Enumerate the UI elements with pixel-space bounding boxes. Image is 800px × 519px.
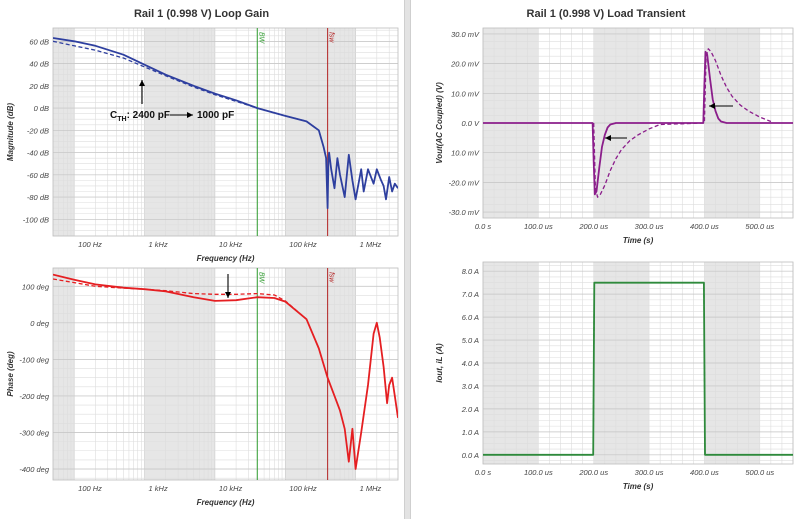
vout-ytick-label: 10.0 mV bbox=[451, 89, 480, 98]
phase-frame bbox=[52, 267, 399, 481]
load-transient-title: Rail 1 (0.998 V) Load Transient bbox=[526, 8, 686, 20]
iout-ytick-label: 5.0 A bbox=[462, 336, 479, 345]
bw-marker-label: BW bbox=[257, 32, 264, 45]
iout-chart: 8.0 A 7.0 A 6.0 A 5.0 A 4.0 A 3.0 A 2.0 A 1.0 A… bbox=[435, 261, 794, 491]
phase-chart: BW fsw 100 deg 0 deg -100 deg -200 deg -300 de… bbox=[6, 267, 399, 507]
gain-ylabel: Magnitude (dB) bbox=[6, 103, 15, 162]
phase-xtick-label: 10 kHz bbox=[219, 484, 243, 493]
iout-xtick-label: 0.0 s bbox=[475, 468, 492, 477]
phase-xtick-label: 1 kHz bbox=[149, 484, 168, 493]
gain-series-solid bbox=[53, 37, 398, 210]
gain-ytick-label: -80 dB bbox=[27, 193, 49, 202]
fsw-marker-label: fsw bbox=[328, 272, 335, 283]
iout-xlabel: Time (s) bbox=[623, 482, 654, 491]
iout-ylabel: Iout, iL (A) bbox=[435, 343, 444, 383]
iout-xtick-label: 300.0 us bbox=[635, 468, 664, 477]
gain-xlabel: Frequency (Hz) bbox=[197, 254, 255, 263]
iout-ytick-label: 6.0 A bbox=[462, 313, 479, 322]
phase-ytick-label: -200 deg bbox=[19, 392, 49, 401]
vout-chart: 30.0 mV 20.0 mV 10.0 mV 0.0 V 10.0 mV -20.0 m… bbox=[435, 27, 794, 245]
vout-xtick-label: 400.0 us bbox=[690, 222, 719, 231]
bw-marker-label: BW bbox=[257, 272, 264, 285]
iout-frame bbox=[482, 261, 794, 465]
loop-gain-title: Rail 1 (0.998 V) Loop Gain bbox=[133, 8, 270, 20]
gain-xtick-label: 100 Hz bbox=[78, 240, 102, 249]
gain-xtick-label: 1 kHz bbox=[149, 240, 168, 249]
vout-ytick-label: 10.0 mV bbox=[451, 149, 480, 158]
vout-series-solid bbox=[483, 50, 793, 196]
panel-divider[interactable] bbox=[404, 0, 411, 519]
gain-frame bbox=[52, 27, 399, 237]
iout-series-dashed bbox=[483, 282, 793, 456]
vout-xtick-label: 100.0 us bbox=[524, 222, 553, 231]
phase-xtick-label: 100 Hz bbox=[78, 484, 102, 493]
iout-ytick-label: 0.0 A bbox=[462, 451, 479, 460]
phase-series-dashed bbox=[53, 278, 320, 349]
iout-ytick-label: 1.0 A bbox=[462, 428, 479, 437]
vout-ylabel: Vout(AC Coupled) (V) bbox=[435, 82, 444, 164]
iout-xtick-label: 500.0 us bbox=[745, 468, 774, 477]
phase-ytick-label: 0 deg bbox=[30, 319, 50, 328]
phase-ytick-label: -100 deg bbox=[19, 355, 49, 364]
vout-ytick-label: -20.0 mV bbox=[449, 178, 480, 187]
vout-overshoot-arrow bbox=[709, 103, 733, 109]
iout-xtick-label: 100.0 us bbox=[524, 468, 553, 477]
cth-new-value: 1000 pF bbox=[197, 110, 234, 121]
load-transient-panel: Rail 1 (0.998 V) Load Transient bbox=[412, 0, 800, 519]
phase-ytick-label: 100 deg bbox=[22, 282, 50, 291]
gain-chart: BW fsw 60 dB 40 dB 20 dB 0 dB -20 dB -40 dB -60 … bbox=[6, 27, 399, 263]
gain-ytick-label: 0 dB bbox=[34, 104, 49, 113]
gain-xtick-label: 1 MHz bbox=[360, 240, 382, 249]
gain-ytick-label: 60 dB bbox=[29, 37, 49, 46]
phase-band bbox=[144, 268, 215, 480]
iout-ytick-label: 3.0 A bbox=[462, 382, 479, 391]
vout-ytick-label: 0.0 V bbox=[461, 119, 480, 128]
vout-xtick-label: 0.0 s bbox=[475, 222, 492, 231]
iout-xtick-label: 400.0 us bbox=[690, 468, 719, 477]
phase-xlabel: Frequency (Hz) bbox=[197, 498, 255, 507]
gain-ytick-label: 20 dB bbox=[28, 82, 49, 91]
gain-xtick-label: 10 kHz bbox=[219, 240, 243, 249]
gain-ytick-label: -20 dB bbox=[27, 126, 49, 135]
vout-xtick-label: 500.0 us bbox=[745, 222, 774, 231]
iout-ytick-label: 8.0 A bbox=[462, 267, 479, 276]
gain-ytick-label: 40 dB bbox=[29, 60, 49, 69]
vout-ytick-label: -30.0 mV bbox=[449, 208, 480, 217]
gain-ytick-label: -40 dB bbox=[27, 149, 49, 158]
phase-ylabel: Phase (deg) bbox=[6, 351, 15, 397]
gain-ytick-label: -60 dB bbox=[27, 171, 49, 180]
vout-ytick-label: 30.0 mV bbox=[451, 30, 480, 39]
phase-series-solid bbox=[53, 273, 398, 470]
phase-ytick-label: -300 deg bbox=[19, 428, 49, 437]
gain-xtick-label: 100 kHz bbox=[289, 240, 317, 249]
vout-xlabel: Time (s) bbox=[623, 236, 654, 245]
iout-xtick-label: 200.0 us bbox=[578, 468, 608, 477]
gain-band bbox=[144, 28, 215, 236]
phase-xtick-label: 1 MHz bbox=[360, 484, 382, 493]
cth-right-arrow bbox=[170, 112, 193, 118]
phase-down-arrow bbox=[225, 274, 231, 298]
fsw-marker-label: fsw bbox=[328, 32, 335, 43]
vout-undershoot-arrow bbox=[605, 135, 627, 141]
vout-ytick-label: 20.0 mV bbox=[450, 60, 480, 69]
iout-ytick-label: 4.0 A bbox=[462, 359, 479, 368]
gain-ytick-label: -100 dB bbox=[23, 215, 49, 224]
cth-up-arrow bbox=[139, 80, 145, 104]
vout-xtick-label: 300.0 us bbox=[635, 222, 664, 231]
cth-label: CTH: 2400 pF bbox=[110, 110, 170, 123]
phase-band bbox=[285, 268, 356, 480]
vout-xtick-label: 200.0 us bbox=[578, 222, 608, 231]
phase-xtick-label: 100 kHz bbox=[289, 484, 317, 493]
gain-band bbox=[285, 28, 356, 236]
iout-ytick-label: 2.0 A bbox=[461, 405, 479, 414]
vout-series-dashed bbox=[593, 48, 772, 198]
loop-gain-panel: Rail 1 (0.998 V) Loop Gain bbox=[133, 8, 270, 20]
phase-ytick-label: -400 deg bbox=[19, 465, 49, 474]
iout-ytick-label: 7.0 A bbox=[462, 290, 479, 299]
